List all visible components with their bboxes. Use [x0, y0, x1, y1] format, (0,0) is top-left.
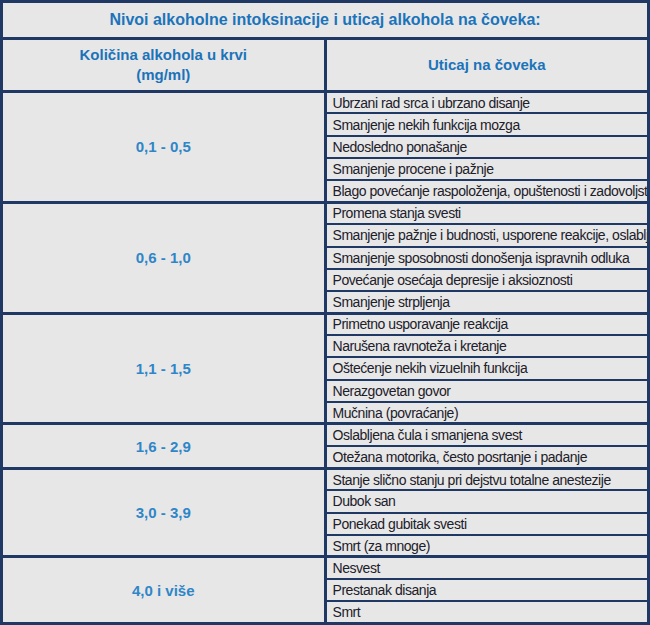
table-row: 3,0 - 3,9Stanje slično stanju pri dejstv…: [2, 468, 649, 490]
effect-cell: Narušena ravnoteža i kretanje: [325, 335, 649, 357]
effect-cell: Smanjenje nekih funkcija mozga: [325, 113, 649, 135]
effect-cell: Smrt (za mnoge): [325, 535, 649, 557]
effect-cell: Dubok san: [325, 490, 649, 512]
blood-alcohol-range-cell: 0,6 - 1,0: [2, 202, 326, 313]
effect-cell: Smanjenje strpljenja: [325, 291, 649, 313]
effect-cell: Povećanje osećaja depresije i aksioznost…: [325, 269, 649, 291]
effect-cell: Blago povećanje raspoloženja, opuštenost…: [325, 180, 649, 202]
effect-cell: Oštećenje nekih vizuelnih funkcija: [325, 357, 649, 379]
column-header-blood-alcohol-line1: Količina alkohola u krvi: [3, 45, 324, 65]
title-row: Nivoi alkoholne intoksinacije i uticaj a…: [2, 2, 649, 39]
column-header-effect: Uticaj na čoveka: [325, 38, 649, 91]
effect-cell: Oslabljena čula i smanjena svest: [325, 424, 649, 446]
effect-cell: Primetno usporavanje reakcija: [325, 313, 649, 335]
effect-cell: Promena stanja svesti: [325, 202, 649, 224]
effect-cell: Prestanak disanja: [325, 579, 649, 601]
alcohol-intoxication-table: Nivoi alkoholne intoksinacije i uticaj a…: [0, 0, 650, 625]
column-header-blood-alcohol: Količina alkohola u krvi (mg/ml): [2, 38, 326, 91]
table-row: 0,1 - 0,5Ubrzani rad srca i ubrzano disa…: [2, 91, 649, 113]
effect-cell: Nerazgovetan govor: [325, 380, 649, 402]
effect-cell: Smanjenje sposobnosti donošenja ispravni…: [325, 247, 649, 269]
effect-cell: Ponekad gubitak svesti: [325, 513, 649, 535]
table-row: 1,1 - 1,5Primetno usporavanje reakcija: [2, 313, 649, 335]
effect-cell: Smrt: [325, 601, 649, 623]
header-row: Količina alkohola u krvi (mg/ml) Uticaj …: [2, 38, 649, 91]
blood-alcohol-range-cell: 4,0 i više: [2, 557, 326, 624]
page: { "table": { "title": "Nivoi alkoholne i…: [0, 0, 650, 625]
table-row: 4,0 i višeNesvest: [2, 557, 649, 579]
blood-alcohol-range-cell: 1,1 - 1,5: [2, 313, 326, 424]
effect-cell: Nesvest: [325, 557, 649, 579]
effect-cell: Smanjenje pažnje i budnosti, usporene re…: [325, 224, 649, 246]
table-body: 0,1 - 0,5Ubrzani rad srca i ubrzano disa…: [2, 91, 649, 623]
blood-alcohol-range-cell: 3,0 - 3,9: [2, 468, 326, 557]
effect-cell: Smanjenje procene i pažnje: [325, 158, 649, 180]
blood-alcohol-range-cell: 1,6 - 2,9: [2, 424, 326, 468]
column-header-blood-alcohol-line2: (mg/ml): [3, 65, 324, 85]
effect-cell: Stanje slično stanju pri dejstvu totalne…: [325, 468, 649, 490]
effect-cell: Mučnina (povraćanje): [325, 402, 649, 424]
effect-cell: Ubrzani rad srca i ubrzano disanje: [325, 91, 649, 113]
effect-cell: Nedosledno ponašanje: [325, 136, 649, 158]
table-title: Nivoi alkoholne intoksinacije i uticaj a…: [2, 2, 649, 39]
table-row: 1,6 - 2,9Oslabljena čula i smanjena sves…: [2, 424, 649, 446]
table-row: 0,6 - 1,0Promena stanja svesti: [2, 202, 649, 224]
blood-alcohol-range-cell: 0,1 - 0,5: [2, 91, 326, 202]
effect-cell: Otežana motorika, često posrtanje i pada…: [325, 446, 649, 468]
